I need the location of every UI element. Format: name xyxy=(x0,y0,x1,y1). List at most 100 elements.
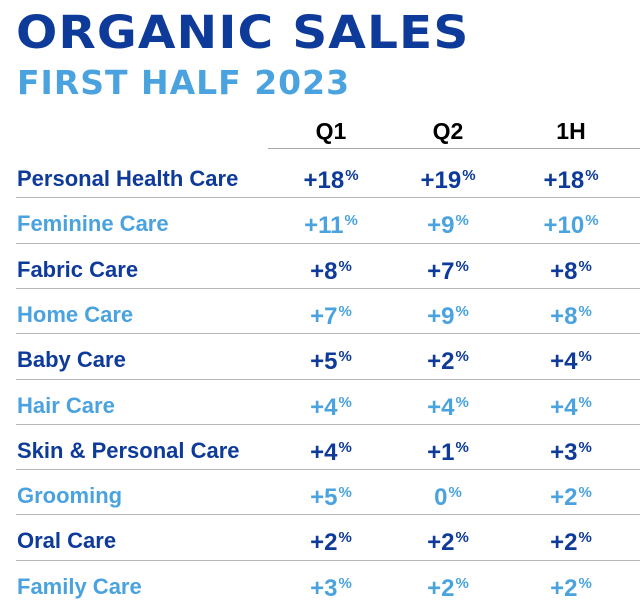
table-cell-q2: +19% xyxy=(388,162,508,195)
table-cell-q1: +5% xyxy=(271,343,391,376)
cell-value: +2 xyxy=(550,574,578,602)
percent-sign: % xyxy=(578,302,592,320)
table-cell-q2: +2% xyxy=(388,524,508,557)
percent-sign: % xyxy=(585,212,599,230)
percent-sign: % xyxy=(462,167,476,184)
table-cell-q1: +7% xyxy=(271,298,391,331)
cell-value: +7 xyxy=(427,257,455,285)
table-cell-1h: +2% xyxy=(511,570,631,603)
percent-sign: % xyxy=(585,167,599,184)
table-cell-1h: +4% xyxy=(511,343,631,376)
percent-sign: % xyxy=(338,393,352,411)
table-cell-q2: +2% xyxy=(388,343,508,376)
row-label: Hair Care xyxy=(17,392,115,418)
percent-sign: % xyxy=(455,348,469,366)
table-cell-1h: +8% xyxy=(511,298,631,331)
cell-value: +1 xyxy=(427,438,455,466)
chart-subtitle: FIRST HALF 2023 xyxy=(17,63,351,102)
cell-value: +18 xyxy=(543,167,585,194)
row-divider xyxy=(16,243,640,244)
row-label: Baby Care xyxy=(17,347,126,373)
column-header-q1: Q1 xyxy=(315,118,347,144)
table-cell-1h: +2% xyxy=(511,479,631,512)
row-divider xyxy=(16,333,640,334)
cell-value: +2 xyxy=(427,348,455,376)
table-cell-1h: +2% xyxy=(511,524,631,557)
percent-sign: % xyxy=(344,212,358,230)
row-label: Oral Care xyxy=(17,528,117,554)
cell-value: +4 xyxy=(310,438,338,466)
percent-sign: % xyxy=(338,438,352,456)
table-cell-1h: +18% xyxy=(511,162,631,195)
percent-sign: % xyxy=(455,438,469,456)
percent-sign: % xyxy=(578,393,592,411)
table-cell-q2: +9% xyxy=(388,298,508,331)
cell-value: +18 xyxy=(303,167,345,194)
cell-value: +2 xyxy=(550,484,578,512)
percent-sign: % xyxy=(455,257,469,275)
table-cell-q2: +1% xyxy=(388,434,508,467)
percent-sign: % xyxy=(338,574,352,592)
header-divider xyxy=(268,148,640,149)
cell-value: +5 xyxy=(310,348,338,376)
cell-value: +9 xyxy=(427,212,455,240)
row-divider xyxy=(16,469,640,470)
cell-value: +2 xyxy=(427,574,455,602)
table-cell-1h: +3% xyxy=(511,434,631,467)
percent-sign: % xyxy=(448,484,462,502)
row-label: Personal Health Care xyxy=(17,166,239,191)
percent-sign: % xyxy=(578,574,592,592)
row-divider xyxy=(16,197,640,198)
table-cell-1h: +8% xyxy=(511,253,631,286)
percent-sign: % xyxy=(455,212,469,230)
row-divider xyxy=(16,379,640,380)
row-label: Family Care xyxy=(17,573,142,599)
percent-sign: % xyxy=(338,529,352,547)
row-label: Grooming xyxy=(17,483,123,509)
percent-sign: % xyxy=(455,529,469,547)
cell-value: +2 xyxy=(427,529,455,557)
cell-value: +2 xyxy=(310,529,338,557)
row-divider xyxy=(16,514,640,515)
table-cell-q2: +9% xyxy=(388,207,508,240)
cell-value: +8 xyxy=(550,302,578,330)
percent-sign: % xyxy=(455,302,469,320)
column-header-q2: Q2 xyxy=(432,118,464,144)
cell-value: +8 xyxy=(550,257,578,285)
table-cell-q2: +4% xyxy=(388,389,508,422)
table-cell-1h: +4% xyxy=(511,389,631,422)
cell-value: +4 xyxy=(550,348,578,376)
table-cell-q2: +7% xyxy=(388,253,508,286)
table-cell-q1: +4% xyxy=(271,434,391,467)
table-cell-q1: +3% xyxy=(271,570,391,603)
table-cell-q2: +2% xyxy=(388,570,508,603)
column-header-1h: 1H xyxy=(556,118,586,144)
percent-sign: % xyxy=(455,574,469,592)
table-cell-1h: +10% xyxy=(511,207,631,240)
row-label: Feminine Care xyxy=(17,211,169,237)
cell-value: +4 xyxy=(310,393,338,421)
percent-sign: % xyxy=(578,529,592,547)
row-label: Fabric Care xyxy=(17,256,139,282)
cell-value: +10 xyxy=(543,212,585,240)
percent-sign: % xyxy=(338,257,352,275)
table-cell-q1: +8% xyxy=(271,253,391,286)
percent-sign: % xyxy=(345,167,359,184)
cell-value: +4 xyxy=(550,393,578,421)
percent-sign: % xyxy=(578,438,592,456)
table-cell-q1: +5% xyxy=(271,479,391,512)
percent-sign: % xyxy=(338,484,352,502)
cell-value: 0 xyxy=(434,484,448,512)
cell-value: +2 xyxy=(550,529,578,557)
percent-sign: % xyxy=(578,257,592,275)
table-cell-q1: +18% xyxy=(271,162,391,195)
percent-sign: % xyxy=(455,393,469,411)
percent-sign: % xyxy=(578,348,592,366)
cell-value: +9 xyxy=(427,302,455,330)
cell-value: +11 xyxy=(304,212,344,240)
chart-title: ORGANIC SALES xyxy=(16,6,470,59)
cell-value: +4 xyxy=(427,393,455,421)
cell-value: +3 xyxy=(310,574,338,602)
table-cell-q1: +11% xyxy=(271,207,391,240)
row-divider xyxy=(16,288,640,289)
